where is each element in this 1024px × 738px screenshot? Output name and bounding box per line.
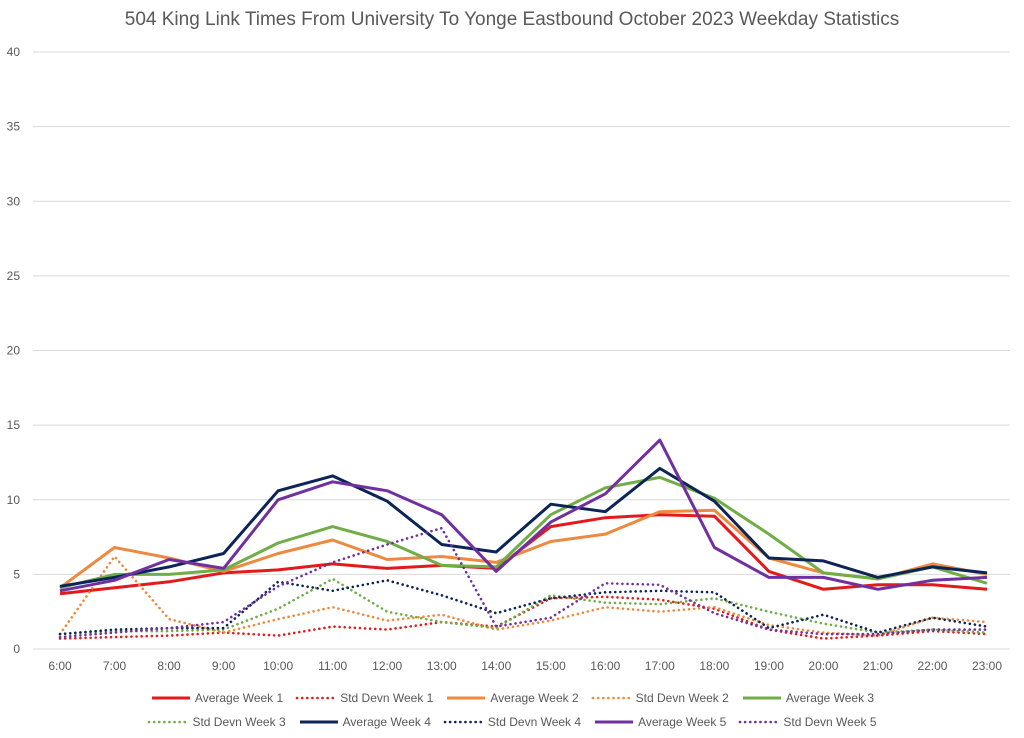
legend-item: Std Devn Week 5 [738, 715, 877, 729]
legend-item: Average Week 1 [150, 691, 283, 705]
legend-swatch [447, 696, 486, 700]
x-tick-label: 23:00 [972, 659, 1002, 673]
y-axis-ticks: 0 5 10 15 20 25 30 35 40 [7, 45, 21, 656]
legend-label: Average Week 4 [342, 715, 431, 729]
legend-swatch [742, 696, 781, 700]
legend-item: Average Week 5 [593, 715, 726, 729]
series-line-average-week-3 [59, 475, 988, 590]
legend-label: Std Devn Week 5 [783, 715, 877, 729]
legend-label: Std Devn Week 3 [192, 715, 286, 729]
y-tick-label: 10 [7, 493, 21, 507]
legend-item: Std Devn Week 1 [295, 691, 433, 705]
x-tick-label: 6:00 [48, 659, 72, 673]
series-lines [58, 438, 989, 640]
x-tick-label: 7:00 [103, 659, 127, 673]
x-tick-label: 21:00 [863, 659, 893, 673]
legend-row: Average Week 1 Std Devn Week 1 Average Wee… [0, 686, 1024, 710]
legend-swatch [739, 720, 780, 724]
x-tick-label: 13:00 [427, 659, 457, 673]
x-tick-label: 20:00 [808, 659, 838, 673]
x-tick-label: 9:00 [212, 659, 236, 673]
legend-row: Std Devn Week 3 Average Week 4 Std Devn We… [0, 710, 1024, 734]
x-tick-label: 18:00 [699, 659, 729, 673]
legend-swatch [595, 720, 634, 724]
x-tick-label: 12:00 [372, 659, 402, 673]
legend-label: Average Week 3 [785, 691, 875, 705]
x-tick-label: 19:00 [754, 659, 784, 673]
legend-item: Average Week 4 [298, 715, 431, 729]
y-tick-label: 25 [7, 269, 21, 283]
x-tick-label: 8:00 [157, 659, 181, 673]
legend-label: Average Week 1 [194, 691, 284, 705]
legend-swatch [295, 696, 337, 700]
y-tick-label: 30 [7, 194, 21, 208]
series-line-average-week-5 [59, 438, 988, 593]
series-line-std-devn-week-1 [58, 595, 989, 640]
legend: Average Week 1 Std Devn Week 1 Average Wee… [0, 686, 1024, 734]
y-tick-label: 15 [7, 418, 21, 432]
legend-swatch [148, 720, 189, 724]
legend-label: Average Week 2 [490, 691, 579, 705]
legend-item: Average Week 2 [445, 691, 579, 705]
x-tick-label: 11:00 [318, 659, 347, 673]
series-line-average-week-4 [59, 466, 988, 588]
x-axis-ticks: 6:00 7:00 8:00 9:00 10:00 11:00 12:00 13:00 14:0… [48, 659, 1002, 673]
legend-label: Average Week 5 [638, 715, 727, 729]
y-tick-label: 40 [7, 45, 21, 59]
legend-swatch [443, 720, 485, 724]
y-tick-label: 35 [7, 120, 21, 134]
legend-swatch [151, 696, 190, 700]
legend-label: Std Devn Week 4 [487, 715, 582, 729]
legend-label: Std Devn Week 2 [635, 691, 729, 705]
legend-label: Std Devn Week 1 [340, 691, 434, 705]
x-tick-label: 22:00 [917, 659, 947, 673]
x-tick-label: 10:00 [263, 659, 293, 673]
y-tick-label: 20 [7, 344, 21, 358]
series-line-std-devn-week-4 [58, 578, 989, 636]
line-chart: 0 5 10 15 20 25 30 35 40 6:00 7:00 8:00 9:00 10:00 11… [7, 45, 1010, 673]
x-tick-label: 16:00 [590, 659, 620, 673]
series-line-std-devn-week-3 [58, 577, 989, 636]
legend-swatch [591, 696, 632, 700]
y-tick-label: 0 [13, 642, 20, 656]
gridlines [33, 51, 1010, 650]
series-line-std-devn-week-5 [58, 526, 989, 639]
x-tick-label: 15:00 [536, 659, 566, 673]
x-tick-label: 17:00 [645, 659, 675, 673]
legend-item: Std Devn Week 4 [443, 715, 581, 729]
legend-item: Std Devn Week 2 [591, 691, 729, 705]
chart-title: 504 King Link Times From University To Y… [124, 9, 900, 30]
y-tick-label: 5 [13, 567, 20, 581]
legend-swatch [299, 720, 338, 724]
legend-item: Average Week 3 [741, 691, 874, 705]
legend-item: Std Devn Week 3 [147, 715, 286, 729]
x-tick-label: 14:00 [481, 659, 511, 673]
